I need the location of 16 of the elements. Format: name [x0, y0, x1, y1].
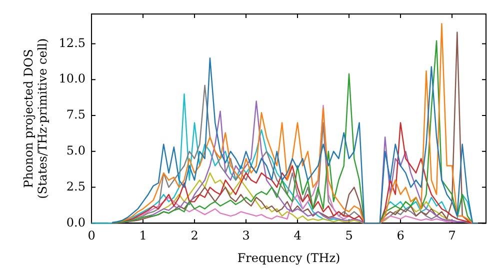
y-tick-label: 5.0 [66, 144, 86, 158]
y-tick-label: 10.0 [58, 72, 86, 86]
x-tick-label: 4 [294, 228, 302, 243]
x-tick-label: 7 [448, 228, 456, 243]
y-tick-label: 0.0 [66, 215, 86, 230]
y-tick-label: 7.5 [66, 108, 86, 122]
x-tick-label: 2 [190, 228, 198, 243]
x-axis-title: Frequency (THz) [237, 250, 340, 265]
y-tick-label: 12.5 [58, 36, 86, 50]
y-axis-title: Phonon projected DOS (States/THz·primitive cell) [21, 38, 50, 199]
x-tick-label: 0 [88, 228, 96, 243]
x-tick-label: 6 [396, 228, 404, 243]
x-tick-label: 1 [139, 228, 147, 243]
y-tick-label: 2.5 [66, 179, 86, 194]
x-tick-label: 3 [242, 228, 250, 243]
x-tick-label: 5 [345, 228, 353, 243]
